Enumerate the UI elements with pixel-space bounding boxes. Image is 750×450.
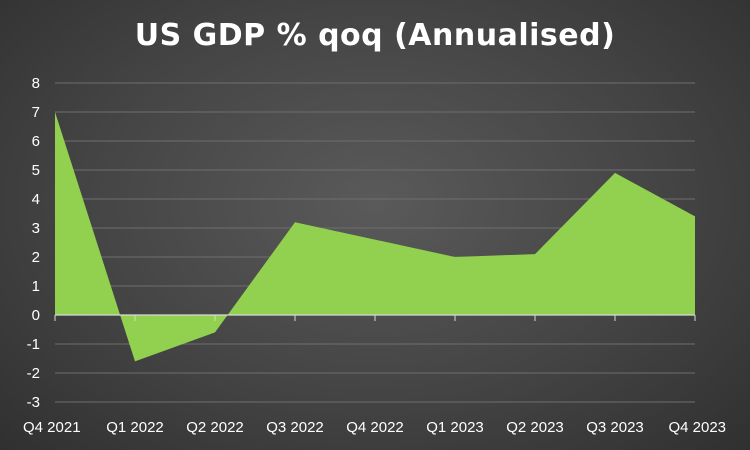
chart-title: US GDP % qoq (Annualised) <box>134 18 616 53</box>
y-tick-label: 5 <box>32 162 40 179</box>
y-tick-label: 8 <box>32 75 40 92</box>
y-tick-label: 4 <box>32 191 40 208</box>
y-tick-label: 0 <box>32 307 40 324</box>
y-tick-label: 7 <box>32 104 40 121</box>
y-tick-label: -1 <box>27 336 40 353</box>
x-tick-label: Q3 2023 <box>586 419 644 436</box>
x-tick-label: Q1 2022 <box>106 419 164 436</box>
x-tick-label: Q2 2022 <box>186 419 244 436</box>
x-tick-label: Q4 2021 <box>23 419 81 436</box>
y-tick-label: -2 <box>27 365 40 382</box>
x-tick-label: Q4 2022 <box>346 419 404 436</box>
x-tick-label: Q4 2023 <box>668 419 726 436</box>
y-tick-label: 2 <box>32 249 40 266</box>
y-tick-label: 1 <box>32 278 40 295</box>
y-tick-label: 3 <box>32 220 40 237</box>
y-tick-label: 6 <box>32 133 40 150</box>
area-series <box>55 112 695 362</box>
x-tick-label: Q3 2022 <box>266 419 324 436</box>
x-tick-label: Q1 2023 <box>426 419 484 436</box>
x-tick-label: Q2 2023 <box>506 419 564 436</box>
y-tick-label: -3 <box>27 394 40 411</box>
